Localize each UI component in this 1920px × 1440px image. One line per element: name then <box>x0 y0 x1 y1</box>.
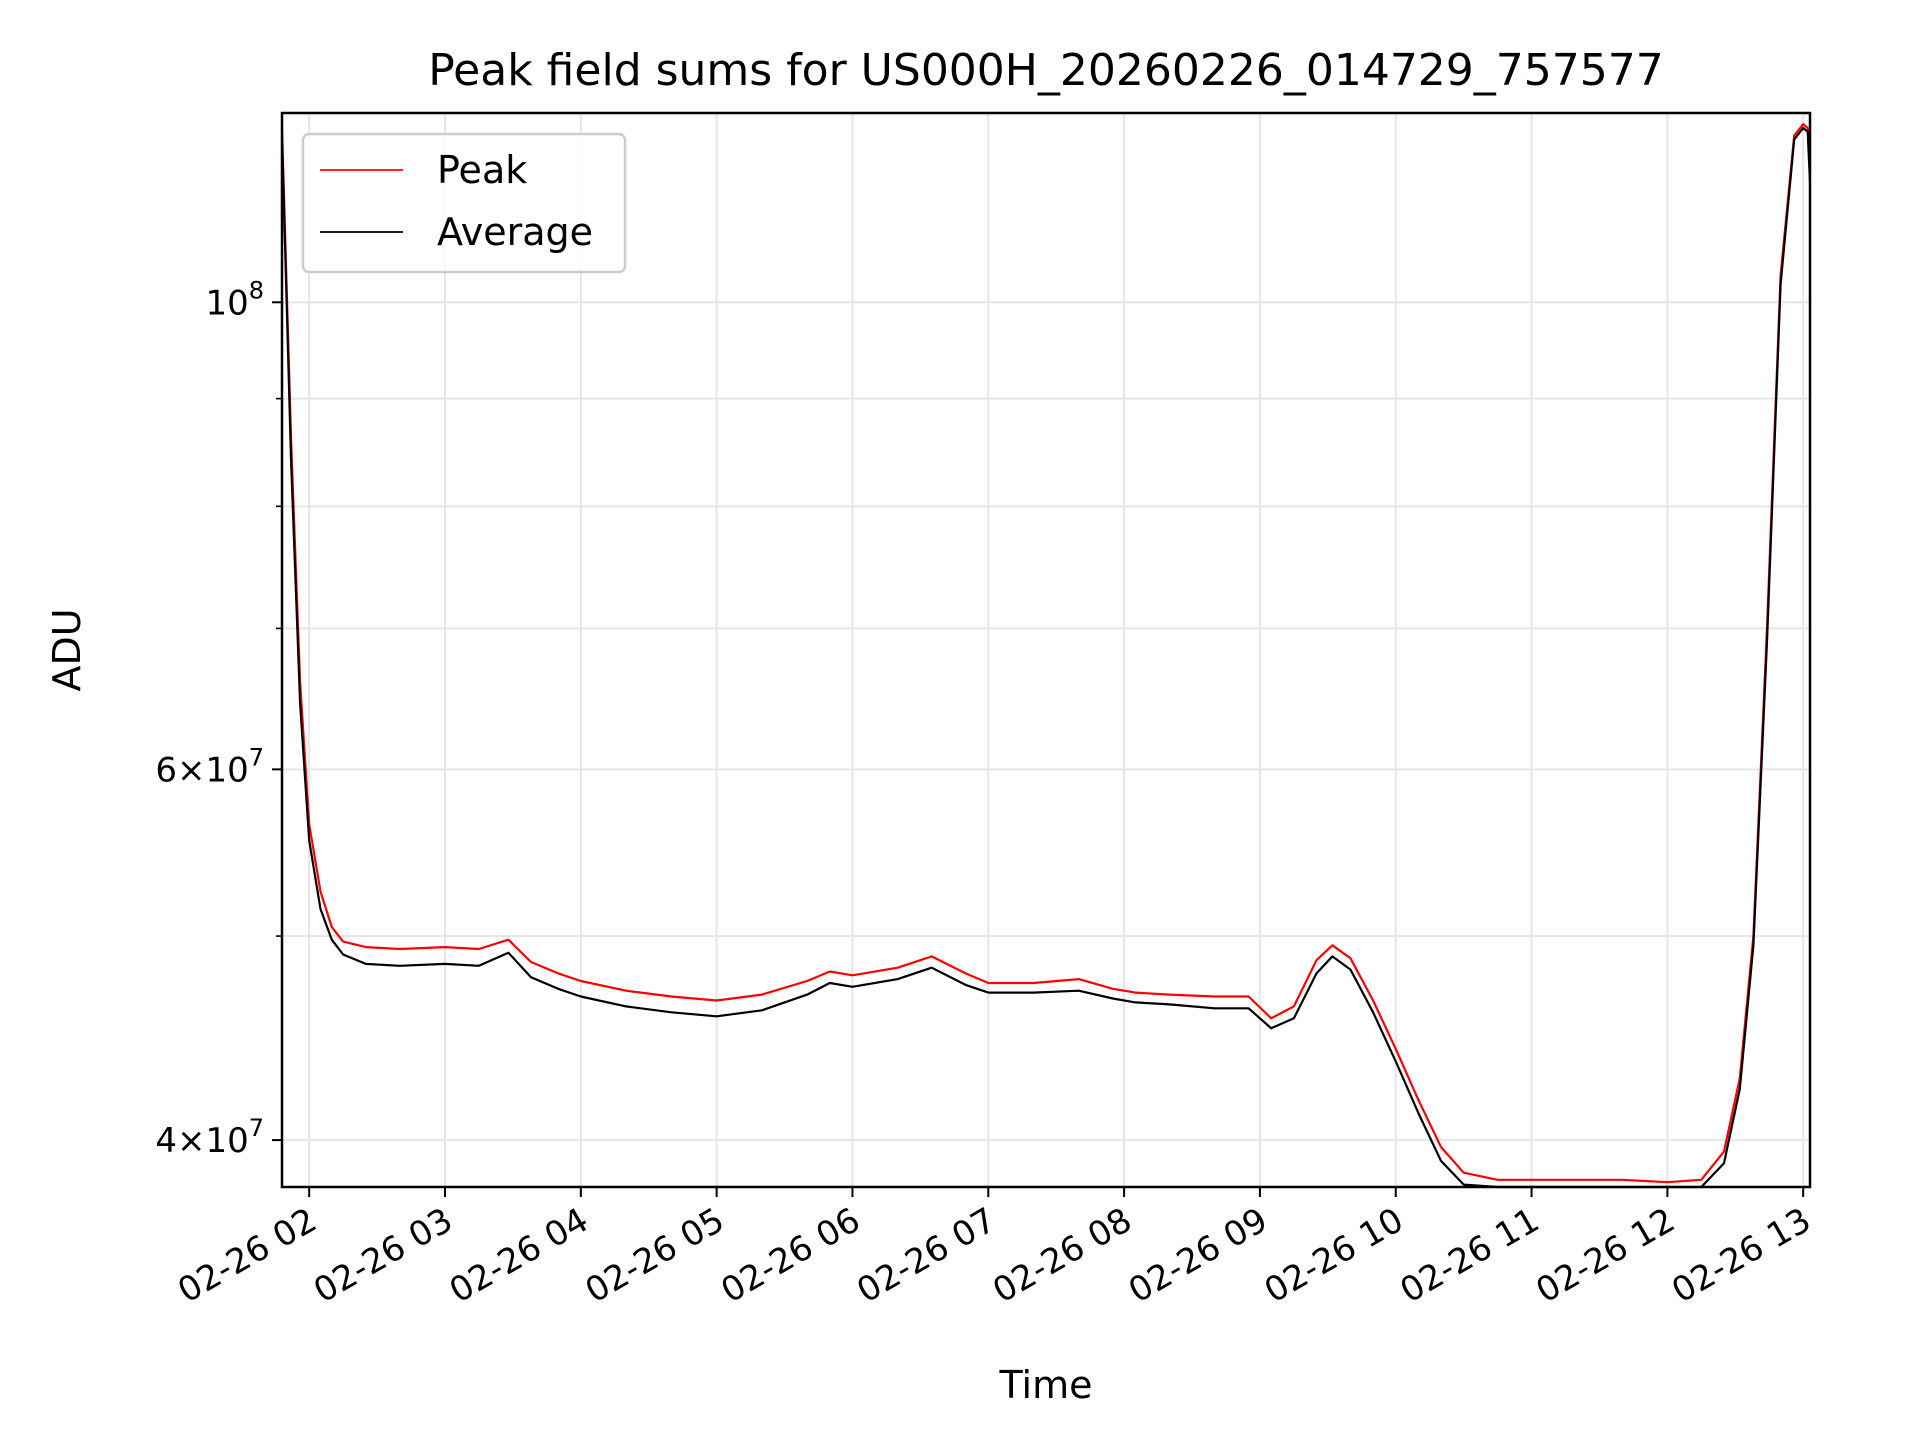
peak-series-line <box>280 123 1812 1184</box>
legend-label-average: Average <box>437 210 593 254</box>
y-tick-label: 4×107 <box>155 1114 264 1161</box>
plot-frame <box>280 111 1812 1189</box>
chart-title: Peak field sums for US000H_20260226_0147… <box>428 45 1664 96</box>
legend: Peak Average <box>301 132 627 274</box>
grid-layer <box>282 113 1810 1187</box>
legend-label-peak: Peak <box>437 148 527 192</box>
x-axis-label: Time <box>999 1363 1093 1407</box>
legend-box <box>301 132 627 274</box>
y-axis: 4×107 6×107 108 <box>155 276 282 1161</box>
y-tick-label: 108 <box>205 276 264 323</box>
y-tick-label: 6×107 <box>155 743 264 790</box>
y-axis-label: ADU <box>45 608 89 691</box>
